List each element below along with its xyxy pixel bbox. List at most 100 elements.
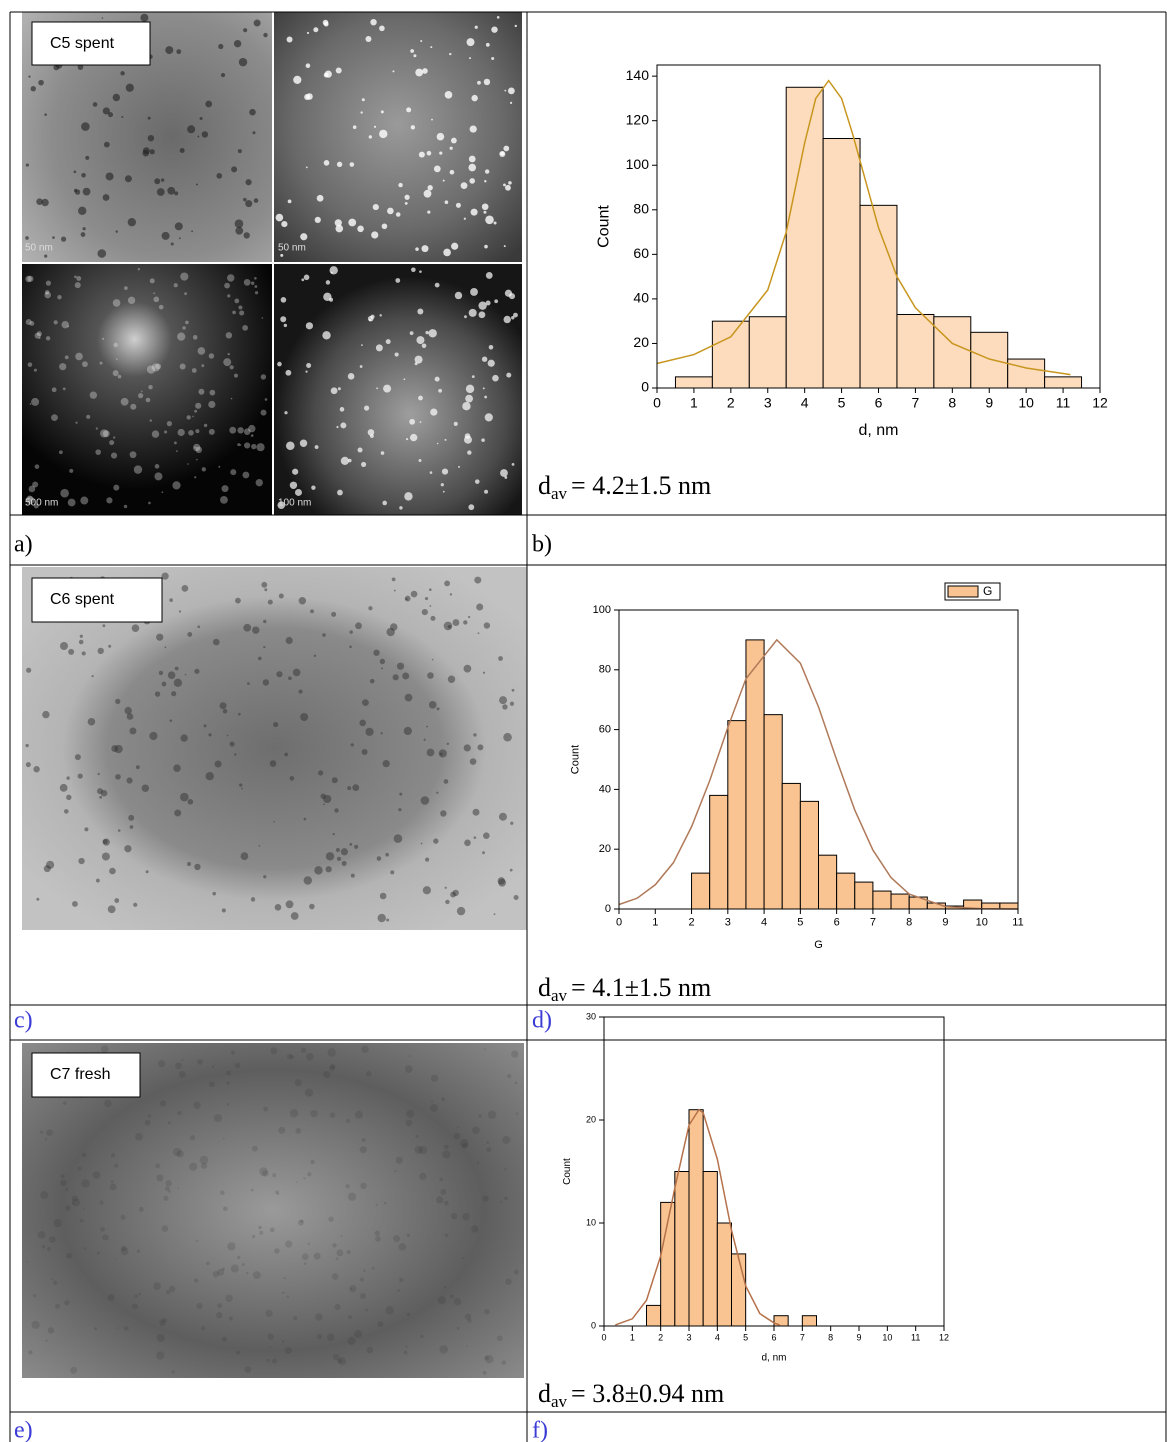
x-tick-label: 8	[906, 917, 912, 929]
particle	[502, 1135, 511, 1144]
particle	[244, 442, 251, 449]
particle	[227, 352, 230, 356]
particle	[120, 1214, 126, 1220]
particle	[180, 734, 188, 742]
particle	[197, 625, 201, 629]
particle	[323, 803, 326, 806]
x-axis-label: d, nm	[761, 1352, 786, 1363]
particle	[366, 1070, 372, 1077]
particle	[373, 649, 380, 656]
particle	[472, 808, 480, 816]
particle	[177, 332, 186, 341]
particle	[264, 588, 268, 592]
particle	[77, 1166, 82, 1171]
particle	[106, 497, 113, 504]
particle	[87, 717, 96, 726]
particle	[393, 1235, 401, 1243]
particle	[47, 1327, 55, 1334]
particle	[500, 469, 508, 477]
particle	[265, 1309, 273, 1317]
particles	[25, 13, 519, 1375]
particle	[405, 1345, 408, 1348]
particle	[445, 899, 450, 905]
particle	[82, 227, 86, 231]
particle	[209, 1081, 215, 1088]
particle	[100, 1045, 109, 1053]
subscript: av	[551, 1392, 568, 1411]
bar	[1007, 358, 1046, 389]
particle	[399, 506, 403, 510]
particle	[216, 1302, 223, 1309]
particle	[469, 758, 477, 765]
particle	[408, 1055, 411, 1057]
particle	[275, 213, 284, 222]
particle	[447, 675, 456, 683]
x-tick-label: 5	[797, 917, 803, 929]
particle	[153, 292, 156, 295]
particle	[361, 749, 368, 756]
particle	[120, 71, 125, 76]
particle	[281, 1340, 285, 1343]
particle	[177, 1187, 180, 1190]
particle	[443, 248, 451, 257]
particle	[244, 1366, 252, 1373]
particle	[167, 671, 176, 679]
particle	[300, 713, 309, 722]
particle	[427, 210, 431, 214]
particle	[166, 1289, 171, 1295]
particle	[442, 179, 445, 182]
particle	[375, 1236, 381, 1242]
sample-label: C7 fresh	[50, 1066, 110, 1083]
particle	[238, 305, 243, 310]
particle	[174, 666, 179, 671]
particle	[456, 906, 466, 916]
particle	[503, 183, 506, 187]
particle	[238, 712, 241, 716]
x-axis-label: d, nm	[858, 422, 898, 439]
particle	[464, 1313, 472, 1320]
particle	[444, 580, 451, 587]
particle	[410, 49, 415, 53]
particle	[211, 1065, 215, 1068]
particle	[504, 1196, 508, 1201]
particle	[501, 1360, 506, 1365]
particle	[323, 292, 332, 302]
particle	[36, 198, 43, 205]
particle	[40, 1191, 49, 1200]
particle	[102, 430, 110, 438]
particle	[485, 42, 490, 47]
particle	[332, 833, 335, 836]
particle	[234, 753, 237, 756]
particle	[75, 421, 78, 424]
particle	[484, 1355, 489, 1361]
particle	[145, 870, 149, 874]
particle	[482, 1370, 487, 1375]
particle	[481, 356, 488, 362]
x-tick-label: 11	[1012, 917, 1023, 929]
particle	[81, 1179, 90, 1188]
particle	[185, 320, 189, 325]
particle	[222, 1137, 225, 1140]
particle	[208, 428, 215, 435]
bar	[702, 1171, 718, 1327]
particle	[173, 764, 181, 772]
particle	[197, 347, 206, 355]
particle	[77, 64, 84, 70]
panel-label: a)	[14, 532, 33, 558]
average: dav = 4.1±1.5 nm	[538, 973, 711, 1005]
particle	[179, 363, 186, 370]
particle	[482, 671, 486, 674]
particle	[422, 886, 431, 895]
particle	[109, 867, 116, 875]
particle	[350, 873, 355, 878]
particle	[427, 672, 434, 679]
particle	[494, 299, 499, 304]
particle	[296, 1181, 298, 1183]
particle	[478, 1114, 482, 1118]
particle	[387, 207, 394, 215]
particle	[394, 352, 399, 357]
particle	[437, 1296, 446, 1305]
particle	[306, 31, 310, 35]
particle	[427, 185, 433, 191]
particle	[315, 1313, 323, 1321]
